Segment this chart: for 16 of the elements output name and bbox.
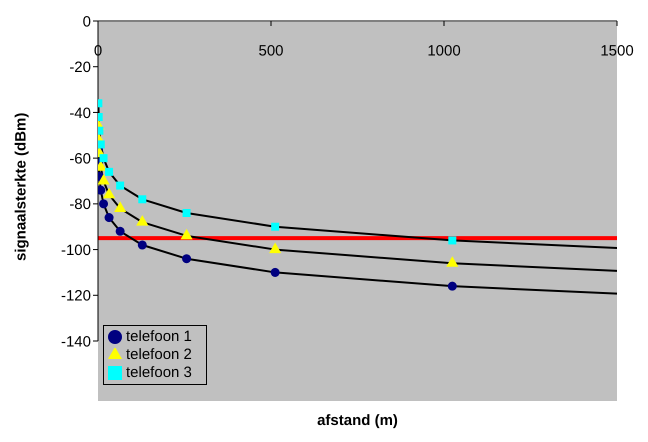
y-tick-label: -40 [69,104,91,122]
y-tick-label: -120 [60,288,91,305]
y-tick-label: 0 [82,13,91,30]
x-tick-label: 1000 [427,42,461,60]
x-tick-label: 500 [258,42,284,60]
x-axis-title: afstand (m) [316,412,399,429]
y-axis-title: signaalsterkte (dBm) [12,112,30,261]
y-tick-label: -80 [69,196,91,214]
y-tick-label: -20 [69,59,91,76]
x-tick-label: 1500 [600,42,634,60]
y-tick-label: -60 [69,150,91,168]
legend-label: telefoon 2 [126,346,192,363]
y-tick-label: -100 [60,242,91,259]
legend-label: telefoon 1 [126,328,192,345]
legend-label: telefoon 3 [126,364,192,381]
y-tick-label: -140 [60,333,91,350]
